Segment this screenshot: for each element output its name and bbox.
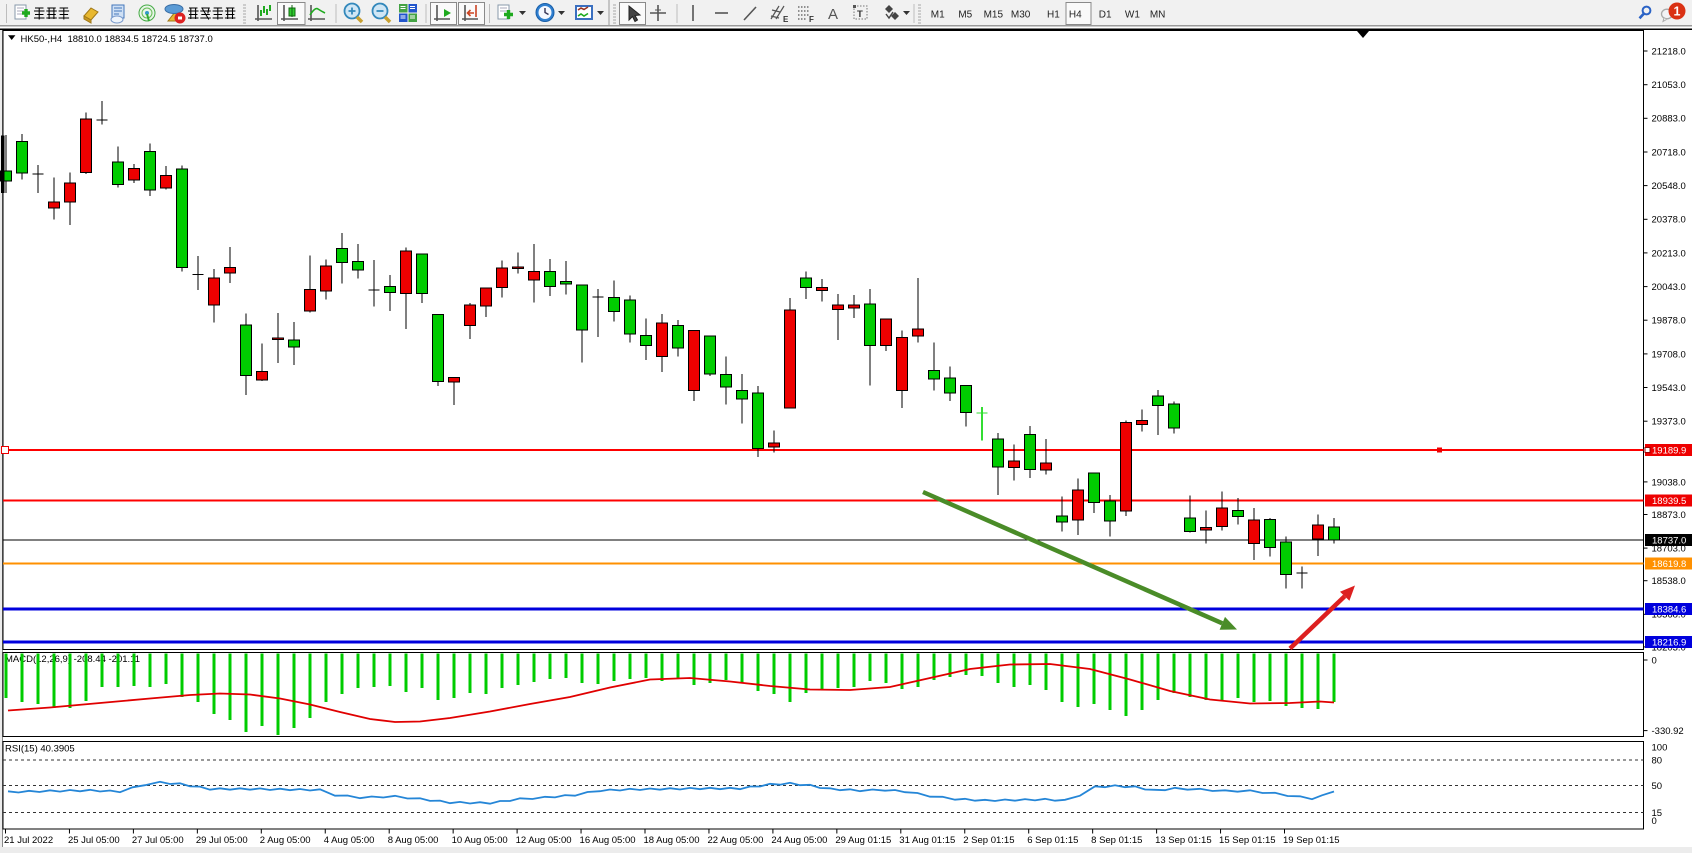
svg-text:19 Sep 01:15: 19 Sep 01:15 — [1283, 835, 1340, 846]
svg-text:F: F — [809, 15, 814, 24]
svg-text:19038.0: 19038.0 — [1652, 477, 1686, 488]
svg-text:2 Sep 01:15: 2 Sep 01:15 — [963, 835, 1014, 846]
svg-text:21053.0: 21053.0 — [1652, 80, 1686, 91]
svg-text:HK50-,H4 18810.0 18834.5 1872: HK50-,H4 18810.0 18834.5 18724.5 18737.0 — [21, 34, 213, 45]
svg-text:M30: M30 — [1011, 9, 1031, 20]
svg-text:100: 100 — [1652, 742, 1668, 753]
svg-text:15 Sep 01:15: 15 Sep 01:15 — [1219, 835, 1276, 846]
svg-text:MACD(12,26,9) -208.44 -201.11: MACD(12,26,9) -208.44 -201.11 — [5, 654, 140, 665]
svg-text:T: T — [857, 9, 863, 20]
svg-text:29 Jul 05:00: 29 Jul 05:00 — [196, 835, 248, 846]
svg-text:1: 1 — [1674, 5, 1681, 19]
svg-text:10 Aug 05:00: 10 Aug 05:00 — [452, 835, 508, 846]
svg-text:D1: D1 — [1099, 9, 1112, 20]
svg-text:8 Sep 01:15: 8 Sep 01:15 — [1091, 835, 1142, 846]
svg-text:13 Sep 01:15: 13 Sep 01:15 — [1155, 835, 1212, 846]
svg-text:W1: W1 — [1125, 9, 1140, 20]
svg-text:A: A — [828, 6, 838, 23]
svg-text:18538.0: 18538.0 — [1652, 576, 1686, 587]
svg-text:18939.5: 18939.5 — [1652, 496, 1686, 507]
svg-text:22 Aug 05:00: 22 Aug 05:00 — [707, 835, 763, 846]
svg-text:20213.0: 20213.0 — [1652, 248, 1686, 259]
svg-text:E: E — [783, 15, 789, 24]
svg-text:19189.9: 19189.9 — [1652, 446, 1686, 457]
svg-text:6 Sep 01:15: 6 Sep 01:15 — [1027, 835, 1078, 846]
svg-text:2 Aug 05:00: 2 Aug 05:00 — [260, 835, 311, 846]
svg-text:18737.0: 18737.0 — [1652, 536, 1686, 547]
svg-text:18703.0: 18703.0 — [1652, 544, 1686, 555]
svg-text:12 Aug 05:00: 12 Aug 05:00 — [516, 835, 572, 846]
svg-text:20548.0: 20548.0 — [1652, 181, 1686, 192]
svg-text:25 Jul 05:00: 25 Jul 05:00 — [68, 835, 120, 846]
svg-text:0: 0 — [1652, 816, 1657, 827]
svg-text:16 Aug 05:00: 16 Aug 05:00 — [580, 835, 636, 846]
svg-text:80: 80 — [1652, 755, 1663, 766]
svg-text:29 Aug 01:15: 29 Aug 01:15 — [835, 835, 891, 846]
svg-text:M5: M5 — [958, 9, 972, 20]
svg-text:20883.0: 20883.0 — [1652, 114, 1686, 125]
svg-text:0: 0 — [1652, 655, 1657, 666]
svg-text:RSI(15) 40.3905: RSI(15) 40.3905 — [5, 744, 75, 755]
svg-text:MN: MN — [1150, 9, 1166, 20]
svg-text:24 Aug 05:00: 24 Aug 05:00 — [771, 835, 827, 846]
svg-text:19878.0: 19878.0 — [1652, 316, 1686, 327]
svg-text:M1: M1 — [931, 9, 945, 20]
svg-text:19708.0: 19708.0 — [1652, 349, 1686, 360]
svg-text:18368.0: 18368.0 — [1652, 610, 1686, 621]
svg-text:18 Aug 05:00: 18 Aug 05:00 — [644, 835, 700, 846]
svg-text:H1: H1 — [1047, 9, 1060, 20]
svg-text:18384.6: 18384.6 — [1652, 605, 1686, 616]
svg-text:21218.0: 21218.0 — [1652, 46, 1686, 57]
svg-text:15: 15 — [1652, 808, 1663, 819]
svg-text:8 Aug 05:00: 8 Aug 05:00 — [388, 835, 439, 846]
svg-text:M15: M15 — [984, 9, 1004, 20]
svg-text:H4: H4 — [1069, 9, 1082, 20]
svg-text:19543.0: 19543.0 — [1652, 383, 1686, 394]
svg-text:20043.0: 20043.0 — [1652, 282, 1686, 293]
svg-text:19373.0: 19373.0 — [1652, 417, 1686, 428]
svg-text:-330.92: -330.92 — [1652, 726, 1684, 737]
svg-text:27 Jul 05:00: 27 Jul 05:00 — [132, 835, 184, 846]
svg-text:18873.0: 18873.0 — [1652, 510, 1686, 521]
svg-text:20378.0: 20378.0 — [1652, 215, 1686, 226]
svg-text:20718.0: 20718.0 — [1652, 147, 1686, 158]
svg-text:18619.8: 18619.8 — [1652, 559, 1686, 570]
svg-text:4 Aug 05:00: 4 Aug 05:00 — [324, 835, 375, 846]
svg-text:31 Aug 01:15: 31 Aug 01:15 — [899, 835, 955, 846]
svg-text:18216.9: 18216.9 — [1652, 638, 1686, 649]
svg-text:50: 50 — [1652, 781, 1663, 792]
svg-text:21 Jul 2022: 21 Jul 2022 — [4, 835, 53, 846]
